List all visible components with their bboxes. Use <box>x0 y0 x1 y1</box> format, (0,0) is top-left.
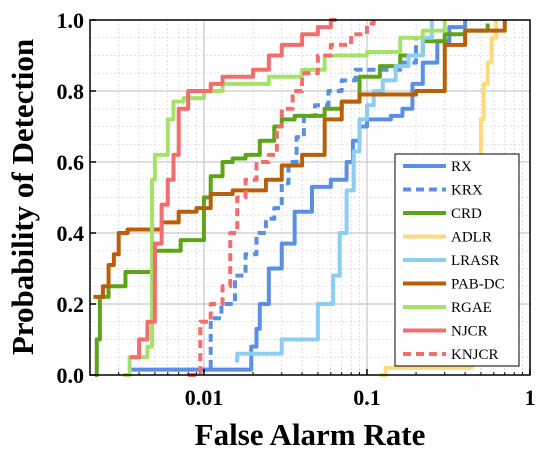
axis-ticks: 0.0 0.2 0.4 0.6 0.8 1.0 0.01 0.1 1 <box>57 8 536 410</box>
series-line-knjcr <box>188 20 376 377</box>
legend: RX KRX CRD ADLR LRASR PAB-DC RGAE NJCR KNJCR <box>394 153 520 367</box>
series-line-rgae <box>123 20 447 377</box>
x-tick-label: 1 <box>525 385 536 410</box>
y-tick-label: 0.6 <box>57 150 85 175</box>
series-line-crd <box>94 23 490 377</box>
y-tick-label: 0.2 <box>57 292 85 317</box>
legend-label-lrasr: LRASR <box>451 253 499 269</box>
legend-label-rx: RX <box>451 159 472 175</box>
plot-frame <box>89 19 531 376</box>
y-axis-label: Probability of Detection <box>5 39 40 355</box>
legend-label-crd: CRD <box>451 206 482 222</box>
y-tick-label: 0.4 <box>57 221 85 246</box>
series-line-lrasr <box>234 20 434 363</box>
y-tick-label: 1.0 <box>57 8 85 33</box>
series-line-njcr <box>129 18 337 360</box>
series-line-pab-dc <box>93 20 507 299</box>
legend-label-krx: KRX <box>451 183 483 199</box>
x-tick-label: 0.01 <box>185 385 224 410</box>
legend-label-knjcr: KNJCR <box>451 347 499 363</box>
legend-label-adlr: ADLR <box>451 230 492 246</box>
y-tick-label: 0.0 <box>57 363 85 388</box>
series-line-krx <box>173 37 419 372</box>
y-tick-label: 0.8 <box>57 79 85 104</box>
legend-items: RX KRX CRD ADLR LRASR PAB-DC RGAE NJCR KNJCR <box>403 159 505 363</box>
x-axis-label: False Alarm Rate <box>195 417 426 452</box>
x-tick-label: 0.1 <box>353 385 381 410</box>
legend-label-njcr: NJCR <box>451 324 488 340</box>
legend-label-rgae: RGAE <box>451 300 492 316</box>
series-lines <box>93 18 507 377</box>
legend-label-pab-dc: PAB-DC <box>451 277 505 293</box>
